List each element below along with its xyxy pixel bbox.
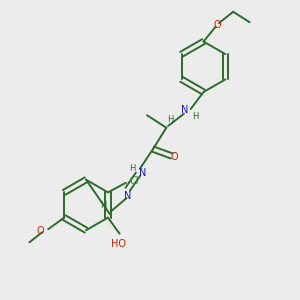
Text: H: H [192,112,198,121]
Text: H: H [100,201,106,210]
Text: O: O [213,20,221,30]
Text: O: O [37,226,45,236]
Text: N: N [139,168,146,178]
Text: H: H [130,164,136,172]
Text: N: N [124,191,131,201]
Text: Cl: Cl [129,176,139,186]
Text: HO: HO [111,239,126,249]
Text: H: H [168,115,174,124]
Text: O: O [171,152,178,162]
Text: N: N [182,105,189,115]
